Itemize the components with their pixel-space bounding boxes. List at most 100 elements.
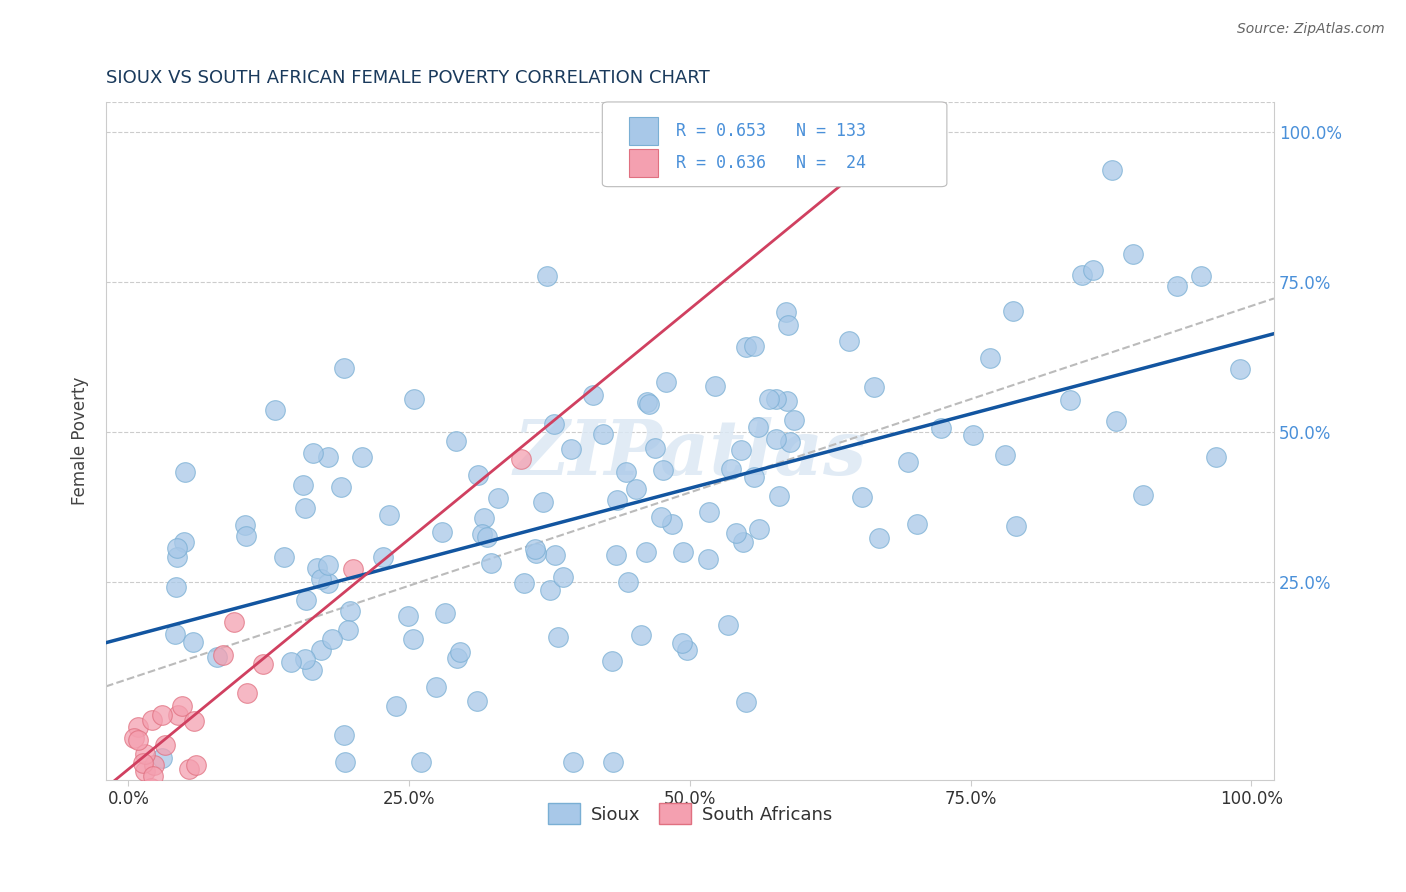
- Point: [1132, 488, 1154, 502]
- Point: [614, 465, 637, 479]
- Point: [962, 427, 984, 442]
- Point: [173, 465, 195, 479]
- Point: [1083, 262, 1105, 277]
- Point: [309, 572, 332, 586]
- Point: [150, 751, 173, 765]
- Point: [543, 417, 565, 432]
- Point: [730, 442, 752, 457]
- Point: [141, 781, 163, 796]
- Point: [1071, 268, 1094, 282]
- Point: [207, 649, 229, 664]
- Point: [184, 758, 207, 772]
- Point: [166, 549, 188, 564]
- Point: [224, 615, 246, 629]
- Point: [449, 645, 471, 659]
- Point: [1121, 247, 1143, 261]
- Text: Source: ZipAtlas.com: Source: ZipAtlas.com: [1237, 22, 1385, 37]
- Point: [582, 388, 605, 402]
- Point: [531, 494, 554, 508]
- Point: [1059, 392, 1081, 407]
- Point: [776, 393, 799, 408]
- Point: [905, 516, 928, 531]
- Point: [717, 618, 740, 632]
- Point: [725, 525, 748, 540]
- Point: [617, 574, 640, 589]
- Point: [979, 351, 1001, 365]
- Point: [630, 627, 652, 641]
- Point: [994, 448, 1017, 462]
- Point: [768, 489, 790, 503]
- Point: [636, 395, 658, 409]
- Point: [838, 334, 860, 348]
- Point: [672, 545, 695, 559]
- Point: [851, 490, 873, 504]
- Point: [765, 392, 787, 406]
- Point: [385, 698, 408, 713]
- Point: [1002, 303, 1025, 318]
- Point: [661, 516, 683, 531]
- Y-axis label: Female Poverty: Female Poverty: [72, 376, 89, 505]
- Point: [638, 397, 661, 411]
- Point: [735, 695, 758, 709]
- Point: [783, 413, 806, 427]
- Point: [697, 552, 720, 566]
- Point: [655, 376, 678, 390]
- Point: [173, 534, 195, 549]
- Point: [371, 550, 394, 565]
- Point: [748, 522, 770, 536]
- Point: [592, 427, 614, 442]
- Point: [671, 635, 693, 649]
- Point: [141, 713, 163, 727]
- Point: [444, 434, 467, 449]
- Point: [1105, 414, 1128, 428]
- Point: [264, 403, 287, 417]
- Point: [634, 545, 657, 559]
- Point: [295, 593, 318, 607]
- Point: [252, 657, 274, 671]
- Text: SIOUX VS SOUTH AFRICAN FEMALE POVERTY CORRELATION CHART: SIOUX VS SOUTH AFRICAN FEMALE POVERTY CO…: [105, 69, 710, 87]
- Point: [475, 530, 498, 544]
- Point: [779, 435, 801, 450]
- Point: [433, 606, 456, 620]
- Point: [339, 604, 361, 618]
- Point: [131, 784, 153, 798]
- Point: [699, 505, 721, 519]
- Point: [316, 450, 339, 464]
- Point: [1205, 450, 1227, 464]
- Point: [153, 739, 176, 753]
- Point: [336, 623, 359, 637]
- Point: [510, 451, 533, 466]
- Point: [897, 454, 920, 468]
- Point: [742, 339, 765, 353]
- Point: [731, 535, 754, 549]
- Point: [676, 642, 699, 657]
- FancyBboxPatch shape: [602, 102, 946, 186]
- Point: [333, 360, 356, 375]
- FancyBboxPatch shape: [628, 149, 658, 178]
- Point: [734, 340, 756, 354]
- Point: [333, 727, 356, 741]
- Point: [170, 699, 193, 714]
- Point: [309, 643, 332, 657]
- FancyBboxPatch shape: [628, 117, 658, 145]
- Point: [644, 441, 666, 455]
- Point: [446, 651, 468, 665]
- Point: [134, 747, 156, 761]
- Point: [127, 720, 149, 734]
- Point: [868, 532, 890, 546]
- Point: [402, 392, 425, 406]
- Point: [512, 576, 534, 591]
- Point: [432, 525, 454, 540]
- Point: [758, 392, 780, 406]
- Point: [396, 609, 419, 624]
- Point: [602, 755, 624, 769]
- Text: R = 0.636   N =  24: R = 0.636 N = 24: [676, 154, 866, 172]
- Point: [474, 510, 496, 524]
- Point: [465, 694, 488, 708]
- Point: [747, 419, 769, 434]
- Point: [624, 483, 647, 497]
- Text: ZIPatlas: ZIPatlas: [513, 417, 866, 491]
- Point: [562, 755, 585, 769]
- Point: [301, 663, 323, 677]
- Point: [1101, 163, 1123, 178]
